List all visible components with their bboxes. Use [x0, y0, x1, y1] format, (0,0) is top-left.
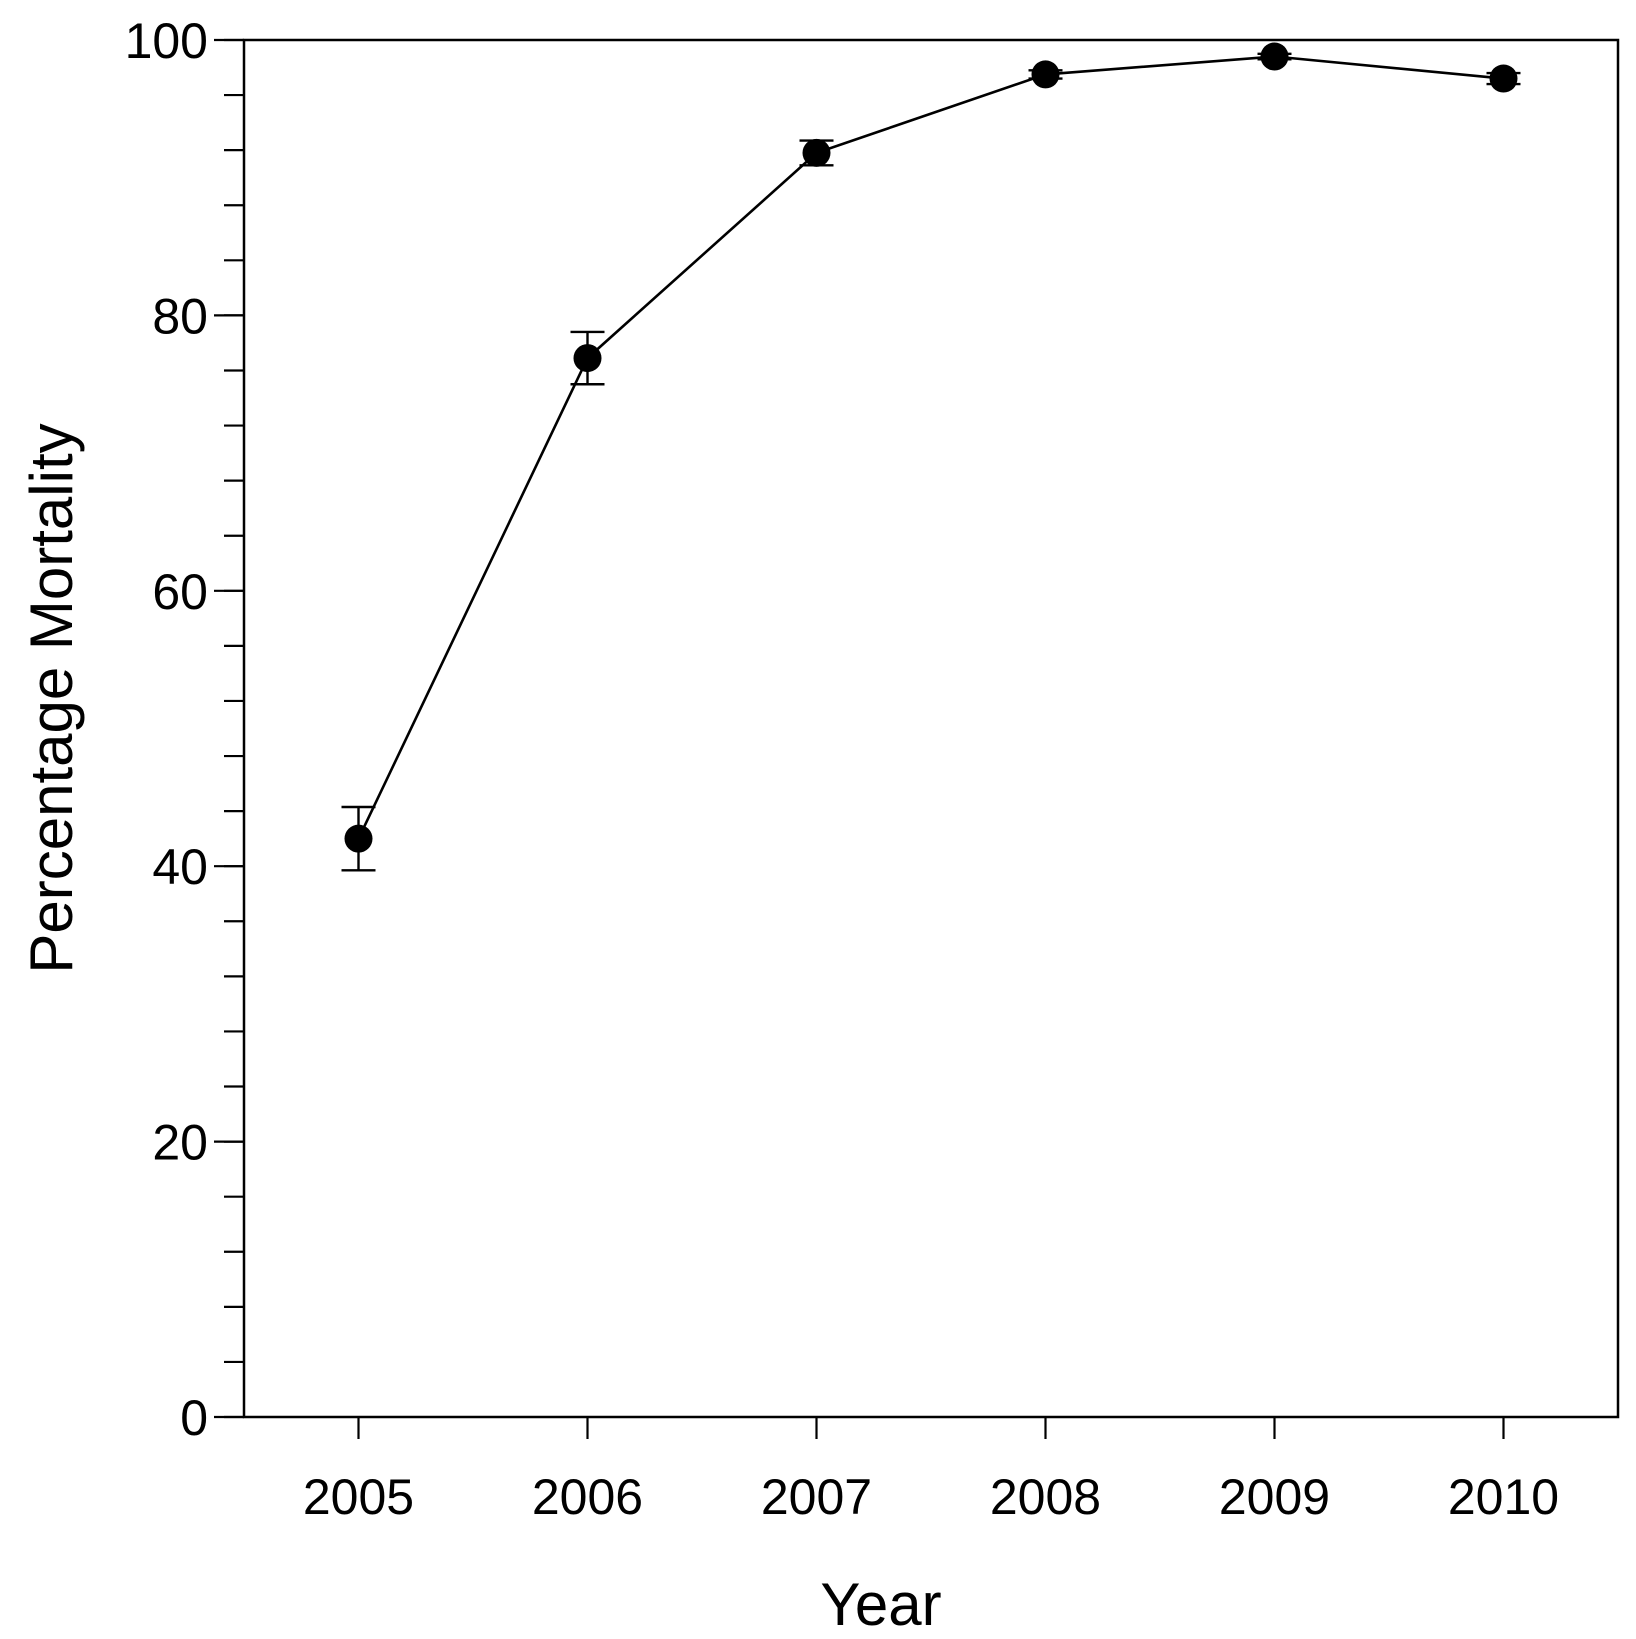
y-tick-label: 100: [125, 13, 208, 69]
x-tick-label: 2006: [532, 1469, 643, 1525]
data-point: [1260, 42, 1289, 71]
plot-frame: [242, 38, 1620, 1419]
y-tick-label: 40: [152, 839, 208, 895]
y-tick-label: 0: [180, 1390, 208, 1446]
x-tick-label: 2008: [990, 1469, 1101, 1525]
data-point: [344, 824, 373, 853]
series-line: [357, 55, 1504, 840]
x-tick-label: 2005: [303, 1469, 414, 1525]
y-axis-ticks: 0 20 40 60 80 100: [125, 13, 244, 1446]
data-point: [802, 138, 831, 167]
y-tick-label: 60: [152, 564, 208, 620]
x-tick-label: 2009: [1219, 1469, 1330, 1525]
data-point: [1489, 64, 1518, 93]
y-axis-title: Percentage Mortality: [18, 423, 85, 973]
y-tick-label: 80: [152, 288, 208, 344]
x-tick-label: 2010: [1448, 1469, 1559, 1525]
x-axis-ticks: 2005 2006 2007 2008 2009 2010: [303, 1417, 1559, 1525]
series: [341, 42, 1521, 872]
data-point: [1031, 60, 1060, 89]
y-tick-label: 20: [152, 1115, 208, 1171]
axes: [242, 38, 1620, 1419]
x-axis-title: Year: [820, 1571, 941, 1638]
data-point: [573, 344, 602, 373]
x-tick-label: 2007: [761, 1469, 872, 1525]
